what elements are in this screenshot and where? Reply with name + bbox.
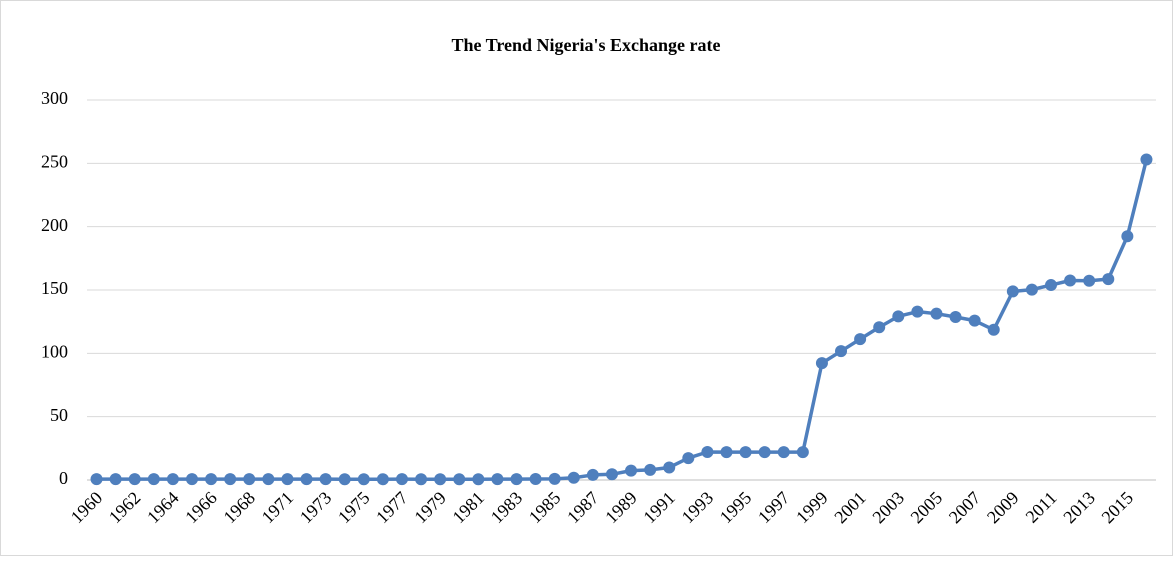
data-point: [205, 473, 218, 486]
data-point: [243, 473, 256, 486]
y-tick-label: 150: [41, 278, 68, 298]
data-point: [453, 473, 466, 486]
data-point: [338, 473, 351, 486]
data-point: [758, 446, 771, 459]
data-point: [300, 473, 313, 486]
data-point: [434, 473, 447, 486]
y-tick-label: 50: [50, 405, 68, 425]
data-point: [376, 473, 389, 486]
data-point: [567, 471, 580, 484]
data-point: [815, 357, 828, 370]
data-point: [281, 473, 294, 486]
data-point: [319, 473, 332, 486]
data-point: [1102, 273, 1115, 286]
y-tick-label: 200: [41, 215, 68, 235]
data-point: [949, 310, 962, 323]
data-point: [720, 446, 733, 459]
data-point: [415, 473, 428, 486]
data-point: [1121, 230, 1134, 243]
data-point: [185, 473, 198, 486]
data-point: [128, 473, 141, 486]
data-point: [873, 321, 886, 334]
data-point: [854, 333, 867, 346]
data-point: [109, 473, 122, 486]
data-point: [491, 473, 504, 486]
data-point: [510, 473, 523, 486]
y-tick-label: 250: [41, 151, 68, 171]
data-point: [548, 472, 561, 485]
y-tick-label: 0: [59, 468, 68, 488]
data-point: [1045, 279, 1058, 292]
data-point: [262, 473, 275, 486]
y-tick-label: 300: [41, 88, 68, 108]
data-point: [1083, 274, 1096, 287]
data-point: [395, 473, 408, 486]
data-point: [90, 473, 103, 486]
data-point: [1064, 274, 1077, 287]
data-point: [701, 446, 714, 459]
data-point: [1025, 283, 1038, 296]
data-point: [1006, 285, 1019, 298]
data-point: [930, 307, 943, 320]
data-point: [644, 463, 657, 476]
data-point: [835, 345, 848, 358]
chart-title: The Trend Nigeria's Exchange rate: [452, 35, 721, 55]
data-point: [796, 446, 809, 459]
data-point: [663, 461, 676, 474]
data-point: [777, 446, 790, 459]
data-point: [987, 323, 1000, 336]
data-point: [357, 473, 370, 486]
data-point: [625, 464, 638, 477]
data-point: [586, 468, 599, 481]
data-point: [911, 305, 924, 318]
data-point: [1140, 153, 1153, 166]
data-point: [529, 473, 542, 486]
y-tick-label: 100: [41, 341, 68, 361]
data-point: [166, 473, 179, 486]
data-point: [472, 473, 485, 486]
data-point: [968, 314, 981, 327]
data-point: [147, 473, 160, 486]
data-point: [682, 452, 695, 465]
data-point: [605, 468, 618, 481]
data-point: [224, 473, 237, 486]
data-point: [739, 446, 752, 459]
data-point: [892, 310, 905, 323]
